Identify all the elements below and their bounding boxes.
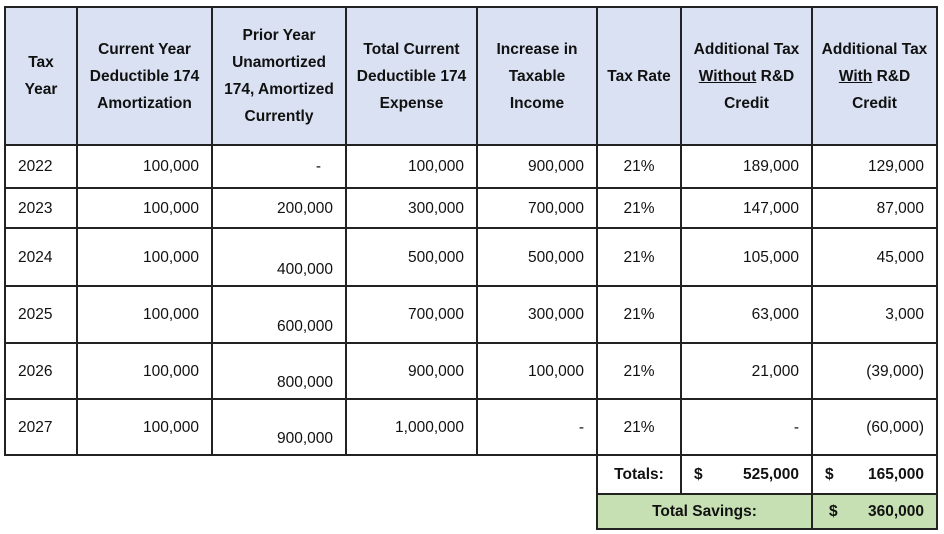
cell-prior-unamortized: 800,000: [211, 342, 347, 400]
totals-row: Totals: $525,000 $165,000: [5, 454, 938, 495]
cell-tax-year: 2022: [4, 144, 78, 189]
cell-tax-year: 2025: [4, 285, 78, 344]
header-increase-taxable-income: Increase in Taxable Income: [476, 6, 598, 146]
cell-increase-income: 100,000: [476, 342, 598, 400]
cell-tax-without-credit: 21,000: [680, 342, 813, 400]
cell-current-amortization: 100,000: [76, 227, 213, 287]
cell-tax-year: 2027: [4, 398, 78, 456]
cell-tax-with-credit: 87,000: [811, 187, 938, 229]
savings-label: Total Savings:: [596, 493, 813, 530]
cell-tax-year: 2026: [4, 342, 78, 400]
cell-tax-with-credit: (60,000): [811, 398, 938, 456]
savings-row: Total Savings: $360,000: [5, 493, 938, 530]
table-row: 2027 100,000 900,000 1,000,000-21% - (60,000): [4, 398, 938, 456]
cell-tax-rate: 21%: [596, 227, 682, 287]
cell-current-amortization: 100,000: [76, 187, 213, 229]
cell-tax-rate: 21%: [596, 144, 682, 189]
cell-current-amortization: 100,000: [76, 144, 213, 189]
header-tax-with-credit: Additional Tax With R&D Credit: [811, 6, 938, 146]
cell-tax-without-credit: -: [680, 398, 813, 456]
total-with-credit: $165,000: [811, 454, 938, 495]
cell-increase-income: 500,000: [476, 227, 598, 287]
cell-tax-with-credit: (39,000): [811, 342, 938, 400]
cell-tax-with-credit: 129,000: [811, 144, 938, 189]
cell-total-deductible: 700,000: [345, 285, 478, 344]
cell-tax-rate: 21%: [596, 187, 682, 229]
cell-current-amortization: 100,000: [76, 342, 213, 400]
cell-increase-income: 900,000: [476, 144, 598, 189]
cell-total-deductible: 500,000: [345, 227, 478, 287]
table-row: 2025 100,000 600,000 700,000 300,000 21% 63,00…: [4, 285, 938, 344]
cell-prior-unamortized: 600,000: [211, 285, 347, 344]
header-total-current-deductible: Total Current Deductible 174 Expense: [345, 6, 478, 146]
cell-tax-with-credit: 3,000: [811, 285, 938, 344]
header-row: Tax Year Current Year Deductible 174 Amo…: [4, 6, 938, 146]
cell-prior-unamortized: -: [211, 144, 347, 189]
cell-total-deductible: 1,000,000: [345, 398, 478, 456]
table-row: 2026 100,000 800,000 900,000 100,000 21% 21,00…: [4, 342, 938, 400]
header-tax-year: Tax Year: [4, 6, 78, 146]
cell-tax-rate: 21%: [596, 398, 682, 456]
cell-tax-rate: 21%: [596, 342, 682, 400]
table-row: 2023 100,000 200,000 300,000 700,000 21% 147,0…: [4, 187, 938, 229]
total-without-credit: $525,000: [680, 454, 813, 495]
cell-total-deductible: 100,000: [345, 144, 478, 189]
cell-increase-income: -: [476, 398, 598, 456]
cell-current-amortization: 100,000: [76, 285, 213, 344]
cell-increase-income: 300,000: [476, 285, 598, 344]
table-row: 2022 100,000-100,000 900,000 21% 189,000 129,…: [4, 144, 938, 189]
total-savings: $360,000: [811, 493, 938, 530]
tax-table: Tax Year Current Year Deductible 174 Amo…: [4, 6, 938, 530]
cell-tax-without-credit: 105,000: [680, 227, 813, 287]
header-current-year-amortization: Current Year Deductible 174 Amortization: [76, 6, 213, 146]
cell-prior-unamortized: 900,000: [211, 398, 347, 456]
cell-total-deductible: 900,000: [345, 342, 478, 400]
cell-tax-without-credit: 147,000: [680, 187, 813, 229]
cell-tax-without-credit: 63,000: [680, 285, 813, 344]
cell-tax-year: 2024: [4, 227, 78, 287]
header-prior-year-unamortized: Prior Year Unamortized 174, Amortized Cu…: [211, 6, 347, 146]
cell-current-amortization: 100,000: [76, 398, 213, 456]
header-tax-rate: Tax Rate: [596, 6, 682, 146]
cell-prior-unamortized: 400,000: [211, 227, 347, 287]
cell-tax-year: 2023: [4, 187, 78, 229]
totals-label: Totals:: [596, 454, 682, 495]
cell-increase-income: 700,000: [476, 187, 598, 229]
cell-tax-without-credit: 189,000: [680, 144, 813, 189]
cell-tax-rate: 21%: [596, 285, 682, 344]
cell-prior-unamortized: 200,000: [211, 187, 347, 229]
cell-tax-with-credit: 45,000: [811, 227, 938, 287]
table-row: 2024 100,000 400,000 500,000 500,000 21% 105,0…: [4, 227, 938, 287]
cell-total-deductible: 300,000: [345, 187, 478, 229]
header-tax-without-credit: Additional Tax Without R&D Credit: [680, 6, 813, 146]
